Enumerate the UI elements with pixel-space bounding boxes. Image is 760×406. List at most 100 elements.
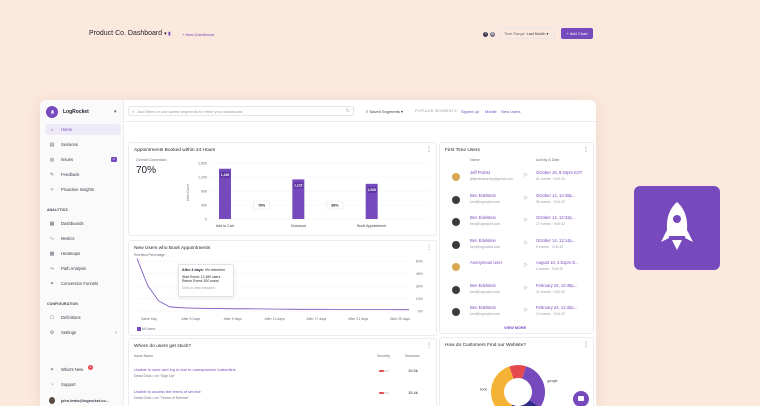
user-name[interactable]: Jeff Probst (470, 170, 490, 175)
sidebar-item-label: Path Analysis (61, 266, 87, 271)
sidebar-item-home[interactable]: ⌂ Home (45, 124, 121, 135)
activity-date: October 14, 12:32p... (536, 215, 576, 220)
activity-date: February 24, 12:32p... (536, 305, 578, 310)
list-item[interactable]: Ben Edelstein ben@logrocket.com ▷ October 1… (440, 192, 595, 214)
sidebar-item-heatmaps[interactable]: ▩ Heatmaps (45, 248, 121, 259)
more-icon[interactable]: ⋮ (583, 342, 589, 348)
sidebar-item-label: Sessions (61, 142, 78, 147)
more-icon[interactable]: ⋮ (426, 245, 432, 251)
user-menu[interactable]: john.lewis@logrocket.co... (45, 395, 121, 406)
user-name[interactable]: Ben Edelstein (470, 237, 496, 243)
issue-name[interactable]: Unable to save and log in due to unrespo… (134, 367, 236, 372)
user-name[interactable]: Anonymous User (470, 260, 503, 265)
pie-slice[interactable] (509, 365, 526, 379)
brand[interactable]: LogRocket (46, 106, 89, 118)
y-tick-label: 45% (416, 272, 424, 276)
play-icon[interactable]: ▷ (524, 262, 528, 268)
page-title[interactable]: Product Co. Dashboard ▾ (89, 30, 167, 37)
user-name[interactable]: Ben Edelstein (470, 192, 496, 198)
sidebar-item-path-analysis[interactable]: ⤳ Path Analysis (45, 263, 121, 274)
pin-icon[interactable]: ▮ (168, 31, 171, 37)
list-item[interactable]: Anonymous User ▷ August 10, 4:51pm E... 4 e… (440, 259, 595, 281)
saved-segments-dropdown[interactable]: ≡ Saved Segments ▾ (366, 109, 404, 114)
more-icon[interactable]: ⋮ (583, 147, 589, 153)
time-range-label: Time Range: (504, 31, 526, 36)
play-icon[interactable]: ▷ (524, 217, 528, 223)
play-icon[interactable]: ▷ (524, 307, 528, 313)
user-email: ben@logrocket.com (470, 244, 501, 249)
step-conversion-bg (253, 200, 270, 210)
new-dashboard-button[interactable]: + New Dashboard (182, 32, 215, 37)
activity-date: October 14, 12:14p... (536, 237, 576, 243)
bar-value-label: 1,005 (367, 188, 376, 192)
user-email: ben@logrocket.com (470, 199, 501, 204)
sidebar-item-proactive-insights[interactable]: ✧ Proactive Insights (45, 184, 121, 195)
avatar (452, 285, 460, 294)
retention-legend[interactable]: All Users (137, 327, 155, 332)
chat-button[interactable] (573, 391, 589, 406)
search-input[interactable]: ⌕ Add filters or use saved segments to r… (128, 106, 354, 116)
sidebar-item-settings[interactable]: ⚙ Settings › (45, 327, 121, 338)
add-chart-button[interactable]: + Add Chart (561, 28, 593, 39)
activity-events: 17 events · 0:00:32 (536, 222, 566, 226)
help-icon[interactable]: ? (483, 32, 488, 37)
pie-slice[interactable] (522, 366, 545, 406)
segment-new-users[interactable]: New Users (501, 109, 521, 114)
list-item[interactable]: Ben Edelstein ben@logrocket.com ▷ February … (440, 282, 595, 304)
support-link[interactable]: ◔ Support (45, 379, 121, 390)
chevron-down-icon[interactable]: ▾ (114, 109, 117, 115)
y-tick-label: 800 (201, 190, 207, 194)
play-icon[interactable]: ▷ (524, 284, 528, 291)
sidebar-item-metrics[interactable]: ∿ Metrics (45, 233, 121, 244)
sidebar-item-sessions[interactable]: ▤ Sessions (45, 139, 121, 150)
retention-line (136, 258, 409, 311)
x-tick-label: After 21 days (348, 317, 368, 321)
home-icon: ⌂ (50, 126, 54, 133)
segment-mobile[interactable]: Mobile (485, 109, 497, 114)
y-tick-label: 15% (416, 297, 424, 301)
refresh-icon[interactable]: ↻ (345, 108, 350, 114)
user-name[interactable]: Ben Edelstein (470, 282, 496, 288)
more-icon[interactable]: ⋮ (426, 343, 432, 349)
definitions-icon: ⎔ (49, 314, 55, 321)
play-icon[interactable]: ▷ (524, 194, 528, 201)
pie-slice[interactable] (491, 366, 514, 406)
tooltip-start: Start Event: 12,480 users (182, 275, 221, 279)
time-range-select[interactable]: Time Range: Last Month ▾ (500, 28, 555, 39)
table-row[interactable]: Unable to save and log in due to unrespo… (129, 365, 438, 385)
whats-new-link[interactable]: ✶ What's New (45, 364, 121, 375)
sidebar-item-dashboards[interactable]: ▦ Dashboards (45, 218, 121, 229)
issue-name[interactable]: Unable to access the terms of service (134, 389, 201, 394)
sidebar-item-feedback[interactable]: ✎ Feedback (45, 169, 121, 180)
list-item[interactable]: Jeff Probst jeffprobstsurvey@gmail.com ▷ Oc… (440, 169, 595, 191)
sidebar-item-definitions[interactable]: ⎔ Definitions (45, 312, 121, 323)
referrals-card: How do Customers Find our Website? ⋮ goo… (439, 337, 594, 406)
play-icon[interactable]: ▷ (524, 239, 528, 246)
user-name[interactable]: Ben Edelstein (470, 215, 496, 220)
more-icon[interactable]: ⋮ (426, 147, 432, 153)
view-more-link[interactable]: VIEW MORE (504, 326, 527, 330)
chevron-right-icon: › (115, 329, 117, 336)
megaphone-icon: ✶ (49, 366, 55, 373)
play-icon[interactable]: ▷ (524, 172, 528, 178)
list-item[interactable]: Ben Edelstein ben@logrocket.com ▷ October 1… (440, 214, 595, 236)
retention-sublabel: Retention Percentage (134, 253, 165, 257)
feedback-icon: ✎ (49, 171, 55, 178)
user-name[interactable]: Ben Edelstein (470, 305, 496, 310)
segment-signed-up[interactable]: Signed up (461, 109, 480, 114)
sidebar-item-label: Definitions (61, 315, 81, 320)
severity-bar (379, 392, 389, 394)
first-time-users-card: First Time Users ⋮ Name Activity & Date … (439, 142, 594, 334)
sidebar-item-issues[interactable]: ◍ Issues 2 (45, 154, 121, 165)
tooltip-hint[interactable]: Click to view sessions (182, 286, 215, 290)
sidebar-item-conversion-funnels[interactable]: ⏷ Conversion Funnels (45, 278, 121, 289)
gear-icon[interactable]: ⚙ (490, 32, 495, 37)
bar-value-label: 1,132 (294, 184, 303, 188)
table-row[interactable]: Unable to access the terms of service Dea… (129, 387, 438, 406)
list-item[interactable]: Ben Edelstein ben@logrocket.com ▷ October 1… (440, 237, 595, 259)
pie-slice[interactable] (507, 400, 540, 406)
sidebar: LogRocket ▾ ⌂ Home ▤ Sessions ◍ Issues 2 ✎ Feedb… (40, 100, 124, 406)
rocket-logo-tile (634, 186, 720, 270)
insights-icon: ✧ (49, 186, 55, 193)
list-item[interactable]: Ben Edelstein ben@logrocket.com ▷ February … (440, 304, 595, 326)
